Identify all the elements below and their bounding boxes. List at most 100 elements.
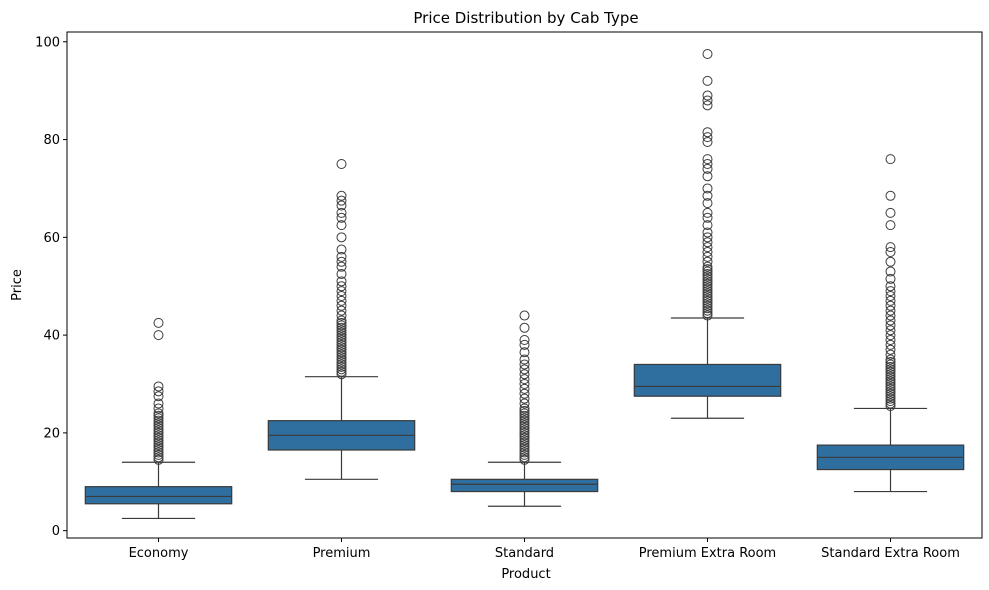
x-tick-label: Standard Extra Room	[821, 546, 960, 561]
outlier-point	[885, 379, 896, 389]
outlier-point	[885, 335, 896, 345]
outlier-point	[153, 386, 164, 397]
outlier-point	[702, 281, 713, 292]
outlier-point	[336, 261, 347, 272]
outlier-point	[336, 330, 347, 341]
outlier-point	[519, 364, 530, 375]
outlier-point	[702, 90, 713, 101]
outlier-point	[336, 286, 347, 297]
outlier-point	[336, 335, 347, 345]
y-tick-label: 0	[52, 524, 60, 539]
outlier-point	[153, 454, 164, 465]
outlier-point	[885, 190, 896, 201]
outlier-point	[885, 281, 896, 292]
outlier-point	[519, 413, 530, 424]
outlier-point	[885, 295, 896, 306]
outlier-point	[336, 207, 347, 218]
outlier-point	[336, 327, 347, 338]
outlier-point	[336, 342, 347, 353]
outlier-point	[702, 283, 713, 294]
y-tick-label: 80	[43, 133, 60, 148]
box-standard	[450, 310, 599, 507]
box-premium	[267, 159, 416, 480]
outlier-point	[702, 266, 713, 277]
outlier-point	[702, 242, 713, 253]
outlier-point	[336, 305, 347, 316]
box-premium-extra-room	[633, 49, 782, 419]
outlier-point	[519, 335, 530, 345]
x-axis-label: Product	[501, 567, 550, 582]
outlier-point	[336, 320, 347, 331]
outlier-point	[885, 401, 896, 411]
outlier-point	[153, 445, 164, 455]
y-tick-label: 20	[43, 426, 60, 441]
outlier-point	[885, 330, 896, 341]
outlier-point	[702, 251, 713, 262]
x-tick-label: Premium Extra Room	[639, 546, 776, 561]
outlier-point	[885, 369, 896, 380]
outlier-point	[519, 354, 530, 365]
outlier-point	[519, 449, 530, 460]
outlier-point	[519, 347, 530, 358]
outlier-point	[885, 325, 896, 336]
outlier-point	[702, 212, 713, 223]
outlier-point	[153, 435, 164, 446]
outlier-point	[702, 308, 713, 319]
outlier-point	[336, 349, 347, 360]
outlier-point	[702, 198, 713, 209]
outlier-point	[153, 440, 164, 451]
outlier-point	[519, 310, 530, 321]
outlier-point	[519, 379, 530, 389]
outlier-point	[885, 344, 896, 355]
outlier-point	[885, 383, 896, 394]
outlier-point	[336, 359, 347, 370]
outlier-point	[702, 220, 713, 231]
outlier-point	[702, 271, 713, 282]
outlier-point	[153, 442, 164, 453]
outlier-point	[885, 354, 896, 365]
iqr-box	[633, 363, 782, 397]
outlier-point	[336, 212, 347, 223]
outlier-point	[885, 291, 896, 301]
outlier-point	[885, 266, 896, 277]
outlier-point	[885, 393, 896, 404]
outlier-point	[702, 171, 713, 182]
outlier-point	[336, 322, 347, 333]
outlier-point	[519, 359, 530, 370]
outlier-point	[153, 420, 164, 431]
y-tick-label: 60	[43, 231, 60, 246]
outlier-point	[885, 396, 896, 407]
outlier-point	[885, 381, 896, 392]
outlier-point	[336, 347, 347, 358]
outlier-point	[702, 232, 713, 243]
outlier-point	[336, 369, 347, 380]
outlier-point	[153, 432, 164, 443]
outlier-point	[519, 410, 530, 421]
outlier-point	[702, 100, 713, 111]
outlier-point	[336, 281, 347, 292]
iqr-box	[450, 478, 599, 493]
y-axis: 0 20 40 60 80 100	[35, 35, 67, 539]
outlier-point	[519, 408, 530, 419]
outlier-point	[702, 305, 713, 316]
outlier-point	[153, 425, 164, 436]
outlier-point	[336, 325, 347, 336]
outlier-point	[702, 273, 713, 284]
x-tick-label: Standard	[495, 546, 554, 561]
x-tick-label: Economy	[129, 546, 189, 561]
outlier-point	[702, 256, 713, 267]
outlier-point	[885, 256, 896, 267]
outlier-point	[519, 393, 530, 404]
outlier-point	[885, 339, 896, 350]
outlier-point	[885, 315, 896, 326]
outlier-point	[702, 293, 713, 304]
outlier-point	[336, 344, 347, 355]
outlier-point	[702, 159, 713, 169]
outlier-point	[702, 183, 713, 194]
outlier-point	[702, 132, 713, 143]
outlier-point	[153, 415, 164, 426]
outlier-point	[885, 220, 896, 231]
outlier-point	[702, 237, 713, 248]
outlier-point	[885, 386, 896, 397]
